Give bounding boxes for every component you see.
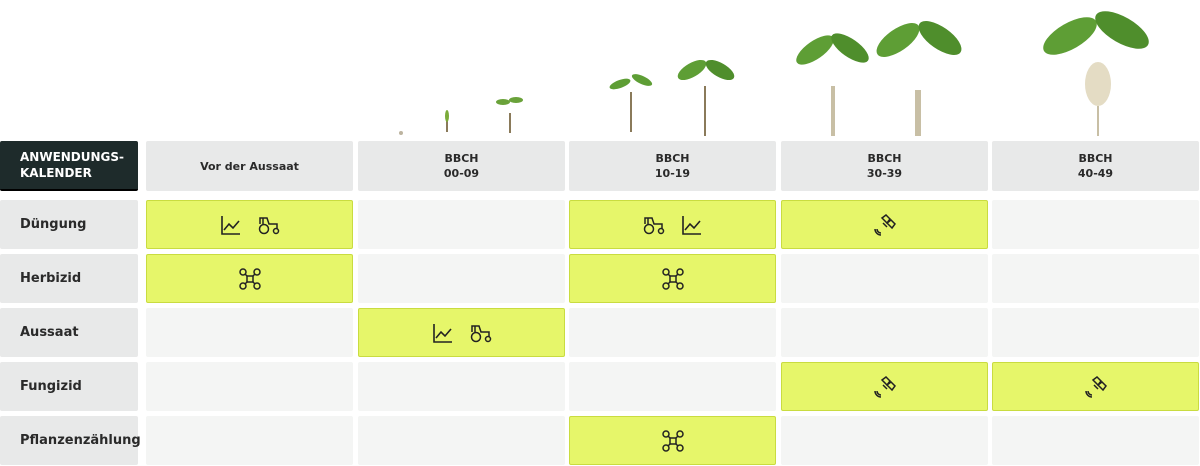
- active-cell: [146, 200, 353, 249]
- chart-icon: [431, 321, 455, 345]
- empty-cell: [992, 308, 1199, 357]
- drone-icon: [661, 267, 685, 291]
- row-label: Düngung: [0, 200, 138, 249]
- column-header: BBCH 30-39: [781, 141, 988, 191]
- tractor-icon: [469, 321, 493, 345]
- active-cell: [569, 254, 776, 303]
- tractor-icon: [642, 213, 666, 237]
- row-label: Fungizid: [0, 362, 138, 411]
- drone-icon: [661, 429, 685, 453]
- column-header: BBCH 00-09: [358, 141, 565, 191]
- empty-cell: [358, 200, 565, 249]
- sat-icon: [873, 213, 897, 237]
- empty-cell: [781, 308, 988, 357]
- tractor-icon: [257, 213, 281, 237]
- empty-cell: [992, 200, 1199, 249]
- empty-cell: [358, 362, 565, 411]
- column-header: BBCH 10-19: [569, 141, 776, 191]
- drone-icon: [238, 267, 262, 291]
- row-label: Pflanzenzählung: [0, 416, 141, 465]
- active-cell: [358, 308, 565, 357]
- active-cell: [992, 362, 1199, 411]
- column-header: BBCH 40-49: [992, 141, 1199, 191]
- active-cell: [569, 416, 776, 465]
- row-label: Aussaat: [0, 308, 138, 357]
- active-cell: [781, 362, 988, 411]
- empty-cell: [146, 308, 353, 357]
- column-header: Vor der Aussaat: [146, 141, 353, 191]
- empty-cell: [992, 416, 1199, 465]
- sat-icon: [1084, 375, 1108, 399]
- growth-illustration: [399, 11, 1149, 136]
- chart-icon: [219, 213, 243, 237]
- empty-cell: [358, 416, 565, 465]
- empty-cell: [358, 254, 565, 303]
- empty-cell: [569, 308, 776, 357]
- empty-cell: [146, 416, 353, 465]
- active-cell: [146, 254, 353, 303]
- sat-icon: [873, 375, 897, 399]
- plant-stages: [399, 11, 1149, 136]
- row-label: Herbizid: [0, 254, 138, 303]
- active-cell: [569, 200, 776, 249]
- empty-cell: [569, 362, 776, 411]
- empty-cell: [781, 254, 988, 303]
- empty-cell: [146, 362, 353, 411]
- empty-cell: [992, 254, 1199, 303]
- corner-header: ANWENDUNGS- KALENDER: [0, 141, 138, 191]
- empty-cell: [781, 416, 988, 465]
- active-cell: [781, 200, 988, 249]
- chart-icon: [680, 213, 704, 237]
